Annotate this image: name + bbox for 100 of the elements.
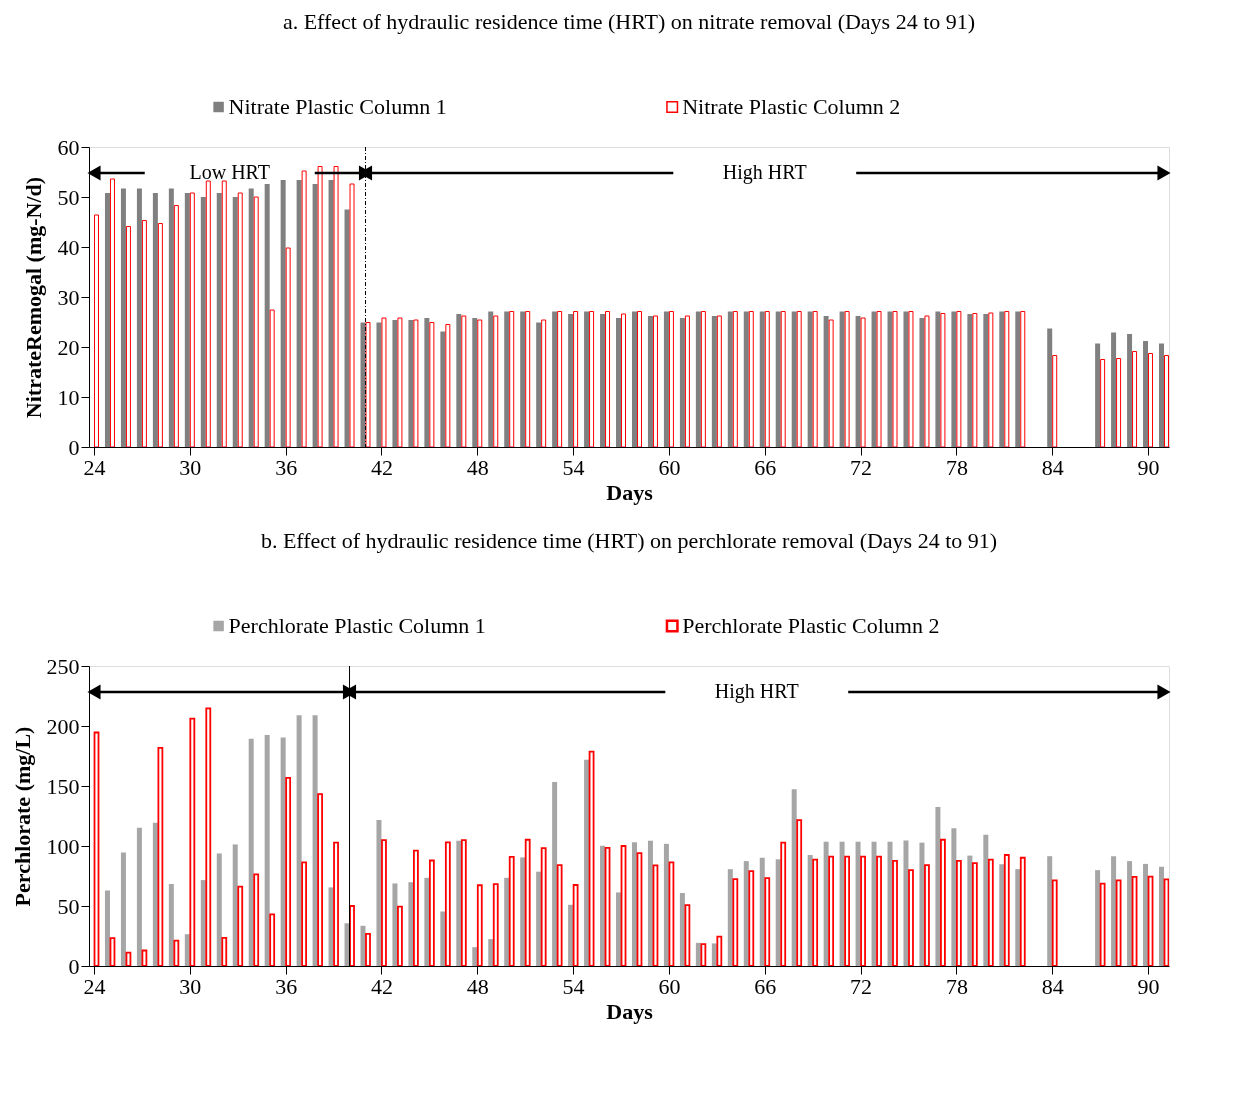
bar <box>392 883 398 966</box>
bar <box>716 315 722 447</box>
bar <box>573 311 579 447</box>
bar <box>221 180 227 447</box>
x-tick-label: 42 <box>370 973 393 999</box>
bar <box>397 905 403 966</box>
bar <box>168 188 174 447</box>
bar <box>780 311 786 447</box>
bar <box>1143 863 1149 966</box>
bar <box>477 319 483 447</box>
bar <box>972 313 978 447</box>
bar <box>264 184 270 447</box>
bar <box>679 318 685 447</box>
bar <box>557 311 563 447</box>
bar <box>1095 870 1101 966</box>
bar <box>631 842 637 966</box>
bar <box>488 311 494 447</box>
bar <box>413 849 419 966</box>
bar <box>488 939 494 966</box>
x-tick-label: 48 <box>466 973 489 999</box>
y-tick-label: 10 <box>57 384 80 410</box>
bar <box>727 311 733 447</box>
bar <box>445 324 451 447</box>
bar <box>589 311 595 447</box>
bar <box>860 317 866 447</box>
bar <box>919 842 925 966</box>
x-tick-label: 84 <box>1041 973 1064 999</box>
bar <box>1127 334 1133 447</box>
bar <box>285 777 292 966</box>
bar <box>700 943 707 966</box>
y-axis-title: NitrateRemogal (mg-N/d) <box>20 176 46 419</box>
bar <box>616 318 622 447</box>
bar <box>365 932 371 966</box>
legend-label: Perchlorate Plastic Column 2 <box>682 613 940 638</box>
bar <box>940 838 946 966</box>
bar <box>955 859 962 966</box>
bar <box>1015 311 1021 447</box>
bar <box>157 223 163 447</box>
bar <box>504 877 510 966</box>
bar <box>971 862 978 966</box>
bar <box>104 193 110 447</box>
bar <box>807 311 813 447</box>
bar <box>94 214 99 447</box>
bar <box>509 311 515 447</box>
bar <box>1127 861 1133 966</box>
annotation: High HRT <box>722 161 807 184</box>
bar <box>456 314 462 447</box>
bar <box>860 855 866 966</box>
x-tick-label: 30 <box>179 973 202 999</box>
bar <box>988 312 994 447</box>
bar <box>828 319 834 447</box>
bar <box>525 311 531 447</box>
bar <box>120 188 126 447</box>
bar <box>568 904 574 966</box>
bar <box>940 313 946 447</box>
bar <box>365 322 371 447</box>
x-tick-label: 30 <box>179 454 202 480</box>
bar <box>764 877 771 966</box>
bar <box>1047 856 1053 966</box>
bar <box>956 311 962 447</box>
bar <box>892 311 898 447</box>
bar <box>472 318 478 447</box>
bar <box>1159 866 1164 966</box>
bar <box>381 839 387 966</box>
bar <box>903 840 909 966</box>
bar <box>1004 311 1010 447</box>
y-tick-label: 20 <box>57 334 80 360</box>
y-tick-label: 250 <box>46 653 80 679</box>
bar <box>408 320 414 447</box>
x-tick-label: 78 <box>945 973 968 999</box>
bar <box>1099 882 1106 966</box>
x-tick-label: 24 <box>83 973 106 999</box>
bar <box>184 193 190 447</box>
bar <box>536 322 542 447</box>
bar <box>508 855 515 966</box>
bar <box>173 205 179 447</box>
bar <box>1052 355 1058 447</box>
bar <box>504 311 510 447</box>
bar <box>743 311 749 447</box>
bar <box>1015 869 1021 966</box>
bar <box>812 311 818 447</box>
bar <box>908 311 914 447</box>
y-tick-label: 50 <box>57 893 80 919</box>
bar <box>1159 343 1164 447</box>
x-tick-label: 24 <box>83 454 106 480</box>
x-tick-label: 60 <box>658 454 681 480</box>
bar <box>759 311 765 447</box>
bar <box>967 314 973 447</box>
bar <box>253 196 259 447</box>
bar <box>269 309 275 447</box>
bar <box>1095 343 1101 447</box>
bar <box>461 315 467 447</box>
y-tick-label: 150 <box>46 773 80 799</box>
bar <box>120 852 126 966</box>
x-tick-label: 84 <box>1041 454 1064 480</box>
x-tick-label: 54 <box>562 454 585 480</box>
x-tick-label: 72 <box>850 454 873 480</box>
bar <box>524 838 531 966</box>
bar <box>541 319 547 447</box>
bar <box>237 885 244 966</box>
